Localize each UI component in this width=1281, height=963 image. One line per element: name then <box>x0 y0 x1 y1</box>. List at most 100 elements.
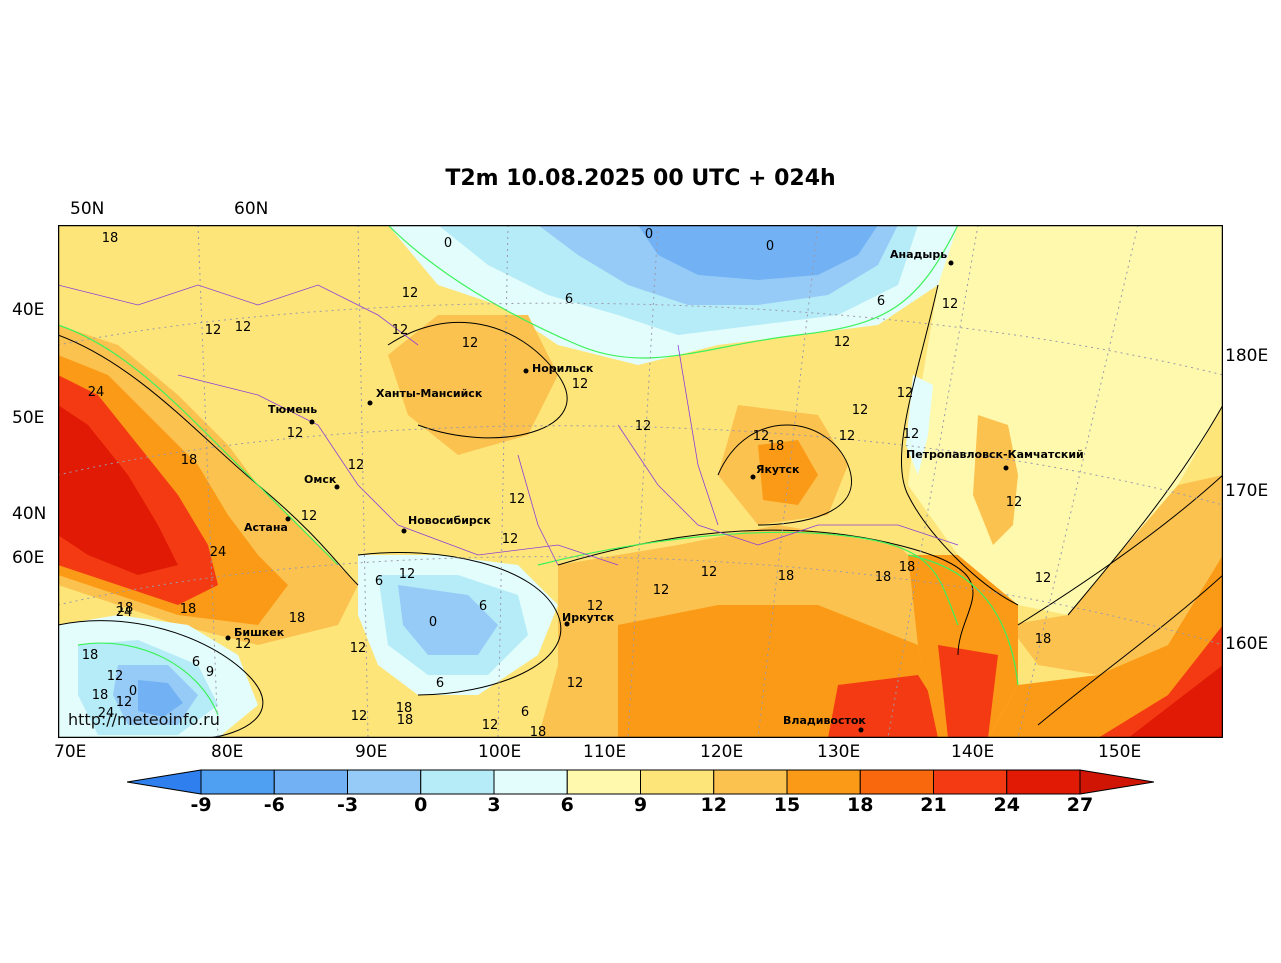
contour-label: 6 <box>877 294 885 309</box>
graticule-line <box>357 225 369 738</box>
city-marker <box>948 260 954 266</box>
contour-label: 18 <box>768 439 785 454</box>
city-marker <box>858 727 864 733</box>
contour-line <box>58 334 359 586</box>
contour-label: 6 <box>436 676 444 691</box>
axis-label-bottom: 80E <box>211 742 244 762</box>
contour-label: 18 <box>875 570 892 585</box>
contour-label: 24 <box>210 545 227 560</box>
colorbar-segment <box>640 769 715 795</box>
contour-label: 12 <box>301 509 318 524</box>
city-marker <box>750 474 756 480</box>
city-marker <box>285 516 291 522</box>
contour-label: 0 <box>645 227 653 242</box>
contour-label: 12 <box>572 377 589 392</box>
field-kamchatka-15 <box>973 415 1018 545</box>
city-marker <box>401 528 407 534</box>
contour-label: 24 <box>116 605 133 620</box>
contour-label: 0 <box>129 684 137 699</box>
contour-label: 12 <box>903 427 920 442</box>
axis-label-bottom: 140E <box>951 742 995 762</box>
contour-label: 18 <box>180 602 197 617</box>
contour-label: 18 <box>530 725 547 738</box>
field-arctic-0 <box>638 225 878 280</box>
colorbar-tick-label: 12 <box>700 794 727 816</box>
city-label: Петропавловск-Камчатский <box>906 448 1084 461</box>
axis-label-bottom: 100E <box>478 742 522 762</box>
colorbar-segment <box>1006 769 1081 795</box>
contour-label: 12 <box>107 669 124 684</box>
contour-label: 9 <box>206 665 214 680</box>
contour-label: 0 <box>429 615 437 630</box>
city-label: Тюмень <box>268 403 317 416</box>
colorbar <box>127 769 1154 795</box>
contour-label: 12 <box>567 676 584 691</box>
city-marker <box>367 400 373 406</box>
field-east-24 <box>938 645 998 738</box>
colorbar-segment <box>420 769 495 795</box>
city-marker <box>564 621 570 627</box>
city-label: Норильск <box>532 362 594 375</box>
border-line <box>517 454 559 566</box>
axis-label-right: 170E <box>1225 481 1269 501</box>
contour-label: 12 <box>462 336 479 351</box>
contour-label: 12 <box>942 297 959 312</box>
contour-label: 12 <box>1035 571 1052 586</box>
city-marker <box>1003 465 1009 471</box>
axis-label-left: 60E <box>12 548 45 568</box>
colorbar-tick-label: 18 <box>847 794 874 816</box>
axis-label-left: 40E <box>12 300 45 320</box>
contour-label: 18 <box>117 601 134 616</box>
contour-label: 12 <box>509 492 526 507</box>
axis-label-right: 180E <box>1225 346 1269 366</box>
contour-label: 12 <box>502 532 519 547</box>
city-label: Ханты-Мансийск <box>376 387 483 400</box>
contour-line <box>901 284 1019 606</box>
contour-label: 12 <box>701 565 718 580</box>
contour-label: 12 <box>653 583 670 598</box>
contour-label: 12 <box>852 403 869 418</box>
colorbar-under <box>127 769 202 795</box>
city-marker <box>309 419 315 425</box>
contour-line <box>387 321 568 439</box>
contour-label: 12 <box>392 323 409 338</box>
colorbar-tick-label: 24 <box>993 794 1020 816</box>
axis-label-top: 50N <box>70 199 105 219</box>
contour-label: 12 <box>635 419 652 434</box>
contour-line <box>77 642 219 716</box>
contour-label: 18 <box>92 688 109 703</box>
contour-line <box>1017 474 1223 626</box>
contour-line <box>357 552 562 696</box>
city-label: Анадырь <box>890 248 947 261</box>
contour-label: 0 <box>766 239 774 254</box>
axis-label-bottom: 90E <box>355 742 388 762</box>
city-marker <box>334 484 340 490</box>
contour-label: 0 <box>444 236 452 251</box>
field-mtn2-0 <box>138 680 183 717</box>
colorbar-tick-label: -9 <box>190 794 212 816</box>
colorbar-tick-label: 27 <box>1066 794 1094 816</box>
colorbar-tick-label: 0 <box>414 794 428 816</box>
field-central-18 <box>388 315 558 455</box>
contour-label: 12 <box>235 637 252 652</box>
contour-label: 6 <box>565 292 573 307</box>
contour-line <box>1067 404 1223 616</box>
colorbar-segment <box>859 769 934 795</box>
contour-label: 12 <box>897 386 914 401</box>
contour-label: 18 <box>102 231 119 246</box>
axis-label-top: 60N <box>234 199 269 219</box>
contour-label: 12 <box>482 718 499 733</box>
graticule-line <box>197 225 219 738</box>
contour-label: 6 <box>479 599 487 614</box>
city-label: Иркутск <box>562 611 615 624</box>
contour-label: 12 <box>402 286 419 301</box>
border-line <box>617 424 959 546</box>
contour-label: 12 <box>351 709 368 724</box>
graticule-line <box>1017 225 1139 738</box>
contour-label: 12 <box>235 320 252 335</box>
city-label: Астана <box>244 521 288 534</box>
colorbar-segment <box>493 769 568 795</box>
axis-label-left: 50E <box>12 408 45 428</box>
contour-line <box>58 324 339 566</box>
graticule-line <box>627 225 659 738</box>
